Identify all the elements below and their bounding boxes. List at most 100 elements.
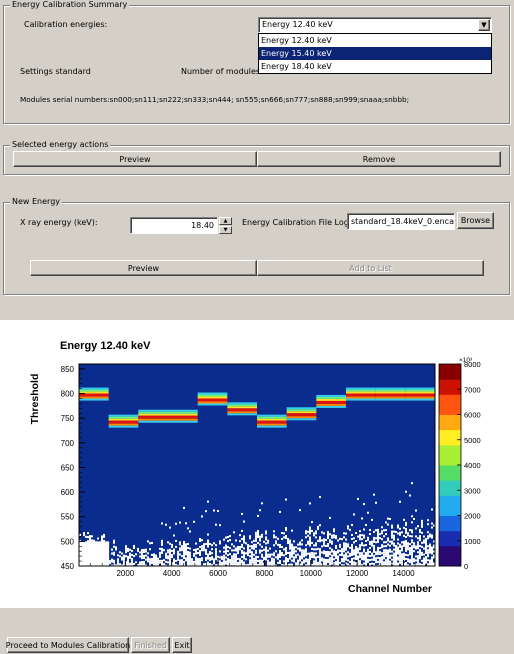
noise-pixel (345, 548, 347, 551)
noise-pixel (259, 561, 261, 564)
dropdown-option-3[interactable]: Energy 18.40 keV (261, 62, 332, 71)
noise-pixel (265, 542, 267, 545)
noise-pixel (277, 561, 279, 564)
noise-pixel (355, 540, 357, 543)
noise-pixel (187, 554, 189, 557)
noise-pixel (323, 532, 325, 535)
noise-pixel (209, 558, 211, 561)
noise-pixel (409, 549, 411, 552)
spin-down-button[interactable]: ▼ (219, 226, 232, 234)
noise-pixel (293, 552, 295, 555)
noise-pixel (165, 552, 167, 555)
noise-pixel (367, 538, 369, 541)
noise-pixel (373, 544, 375, 547)
band-segment-4 (168, 420, 198, 423)
noise-pixel (291, 529, 293, 532)
band-segment-10 (346, 393, 376, 397)
noise-pixel (255, 533, 257, 536)
histogram-canvas[interactable]: Energy 12.40 keV 2000 4000 6000 8000 10000 12… (0, 320, 514, 608)
noise-pixel (353, 557, 355, 560)
noise-pixel (199, 563, 201, 566)
noise-pixel (331, 540, 333, 543)
new-energy-preview-button[interactable]: Preview (30, 260, 257, 276)
noise-pixel (385, 549, 387, 552)
noise-pixel (305, 554, 307, 557)
x-tick-label: 4000 (163, 569, 181, 578)
browse-button[interactable]: Browse (457, 212, 494, 229)
noise-pixel (159, 555, 161, 558)
finished-button[interactable]: Finished (131, 637, 170, 653)
noise-pixel (319, 564, 321, 567)
noise-pixel (433, 524, 435, 527)
colorbar-cell (439, 520, 461, 527)
calibration-energies-dropdown[interactable]: Energy 12.40 keV (258, 17, 492, 33)
noise-pixel (363, 544, 365, 547)
noise-pixel (271, 553, 273, 556)
noise-pixel (361, 564, 363, 567)
band-segment-4 (168, 411, 198, 414)
noise-pixel (337, 555, 339, 558)
band-segment-3 (138, 413, 168, 416)
noise-pixel (383, 529, 385, 532)
noise-pixel (253, 545, 255, 548)
colorbar-cell (439, 414, 461, 421)
selected-preview-button[interactable]: Preview (13, 151, 257, 167)
dropdown-option-1[interactable]: Energy 12.40 keV (261, 36, 332, 45)
y-tick-label: 800 (61, 390, 75, 399)
noise-pixel (331, 548, 333, 551)
noise-pixel (257, 559, 259, 562)
noise-pixel (117, 560, 119, 563)
noise-pixel (341, 550, 343, 553)
xray-energy-input[interactable]: 18.40 (130, 217, 218, 234)
noise-pixel (363, 550, 365, 553)
noise-pixel (379, 563, 381, 566)
noise-pixel (235, 561, 237, 564)
band-segment-2 (108, 423, 139, 426)
exit-button[interactable]: Exit (172, 637, 192, 653)
noise-pixel (131, 557, 133, 560)
dropdown-arrow-button[interactable]: ▼ (478, 19, 490, 31)
noise-pixel (177, 554, 179, 557)
noise-pixel (205, 556, 207, 559)
noise-pixel (171, 553, 173, 556)
noise-pixel (403, 562, 405, 565)
noise-pixel (365, 524, 367, 527)
noise-pixel (387, 523, 389, 526)
noise-pixel (185, 543, 187, 546)
remove-button[interactable]: Remove (257, 151, 501, 167)
noise-pixel (375, 557, 377, 560)
band-segment-8 (286, 407, 317, 410)
noise-pixel (199, 565, 201, 568)
noise-pixel (371, 552, 373, 555)
noise-pixel (369, 541, 371, 544)
noise-pixel (341, 564, 343, 567)
noise-pixel (247, 552, 249, 555)
noise-pixel (419, 537, 421, 540)
noise-pixel (305, 564, 307, 567)
spin-up-button[interactable]: ▲ (219, 217, 232, 225)
noise-pixel (341, 538, 343, 541)
noise-pixel (279, 544, 281, 547)
noise-pixel (277, 565, 279, 568)
band-segment-9 (316, 396, 346, 399)
proceed-to-modules-calibration-button[interactable]: Proceed to Modules Calibration (6, 637, 130, 653)
file-log-input[interactable]: standard_18.4keV_0.encal (347, 213, 455, 230)
noise-pixel (377, 532, 379, 535)
noise-pixel (229, 547, 231, 550)
noise-pixel (85, 535, 87, 538)
noise-pixel (433, 562, 435, 565)
dropdown-option-2[interactable]: Energy 15.40 keV (259, 47, 491, 60)
noise-pixel (305, 560, 307, 563)
noise-pixel (301, 539, 303, 542)
noise-pixel (353, 561, 355, 564)
noise-pixel (343, 558, 345, 561)
noise-pixel (269, 555, 271, 558)
noise-pixel (363, 562, 365, 565)
dropdown-list[interactable]: Energy 12.40 keV Energy 15.40 keV Energy… (258, 33, 492, 74)
add-to-list-button[interactable]: Add to List (257, 260, 484, 276)
noise-pixel (423, 535, 425, 538)
noise-pixel (285, 527, 287, 530)
noise-pixel (363, 536, 365, 539)
noise-pixel (379, 557, 381, 560)
noise-pixel (297, 565, 299, 568)
